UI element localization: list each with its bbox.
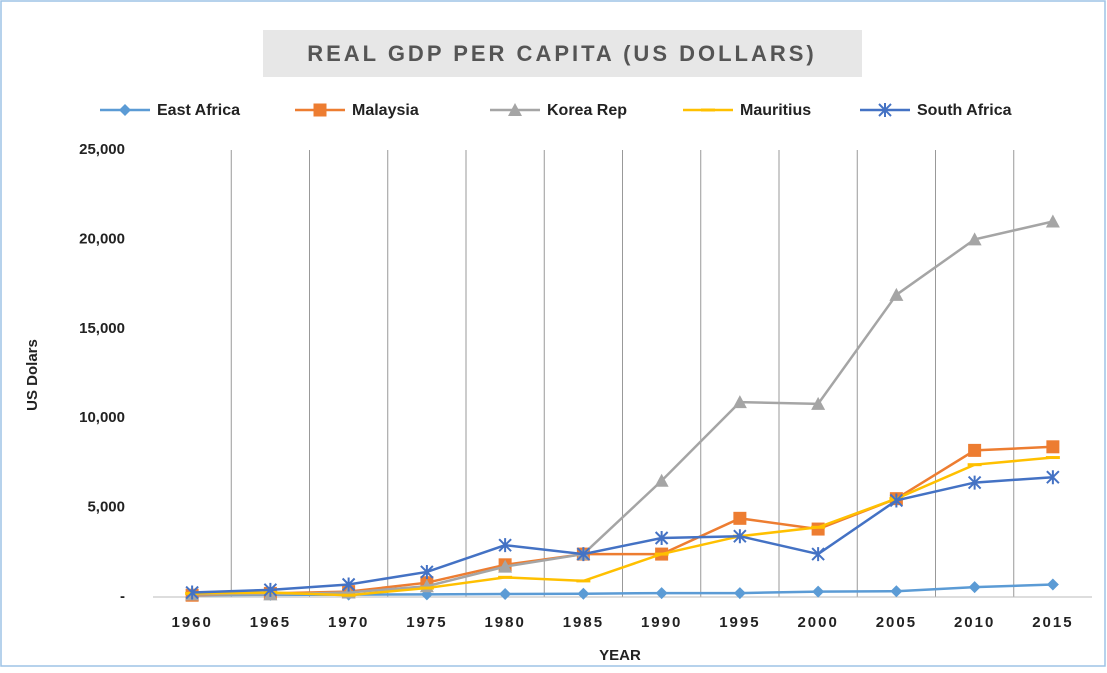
x-tick-label: 2000 [797,614,838,631]
marker [890,585,903,598]
marker [654,530,669,545]
y-tick-label: 5,000 [87,499,125,516]
marker [733,587,746,600]
x-tick-label: 2005 [876,614,917,631]
marker [889,287,904,301]
marker [577,587,590,600]
chart-title: REAL GDP PER CAPITA (US DOLLARS) [307,41,817,66]
marker [812,585,825,598]
x-tick-label: 2010 [954,614,995,631]
y-axis-label: US Dolars [24,339,41,411]
marker [811,547,825,562]
marker [1045,214,1060,228]
x-tick-label: 1995 [719,614,760,631]
y-tick-label: 20,000 [79,230,125,247]
marker [341,577,356,592]
marker [733,529,747,544]
legend-marker [119,104,131,116]
marker [967,475,982,490]
x-tick-label: 1990 [641,614,682,631]
marker [498,538,512,553]
y-tick-label: 10,000 [79,409,125,426]
y-tick-label: 25,000 [79,141,125,158]
marker [420,564,434,579]
x-tick-label: 1960 [171,614,212,631]
marker [576,547,591,562]
series-line [192,220,1054,596]
marker [185,585,199,600]
x-tick-label: 1975 [406,614,447,631]
marker [811,396,826,410]
marker [1046,578,1059,591]
x-tick-label: 1970 [328,614,369,631]
marker [889,493,904,508]
marker [655,587,668,600]
marker [968,443,982,457]
marker [263,582,278,597]
legend-label: Mauritius [740,102,811,119]
x-tick-label: 2015 [1032,614,1073,631]
marker [499,587,512,600]
title-box [263,30,862,77]
marker [654,473,669,487]
y-tick-label: 15,000 [79,320,125,337]
marker [733,511,747,525]
x-axis-label: YEAR [599,647,641,664]
x-tick-label: 1985 [563,614,604,631]
y-tick-label: - [120,588,125,605]
legend-marker [878,103,892,117]
marker [1046,440,1060,454]
marker [967,232,982,246]
series-line [192,456,1053,597]
marker [498,559,513,573]
marker [968,581,981,594]
legend-label: South Africa [917,102,1012,119]
legend-label: Korea Rep [547,102,627,119]
x-tick-label: 1980 [484,614,525,631]
legend-label: East Africa [157,102,240,119]
marker [732,395,747,409]
legend-marker [508,103,522,116]
series-line [192,475,1053,594]
marker [1046,470,1060,485]
legend-marker [313,103,327,117]
legend-label: Malaysia [352,102,419,119]
x-tick-label: 1965 [250,614,291,631]
